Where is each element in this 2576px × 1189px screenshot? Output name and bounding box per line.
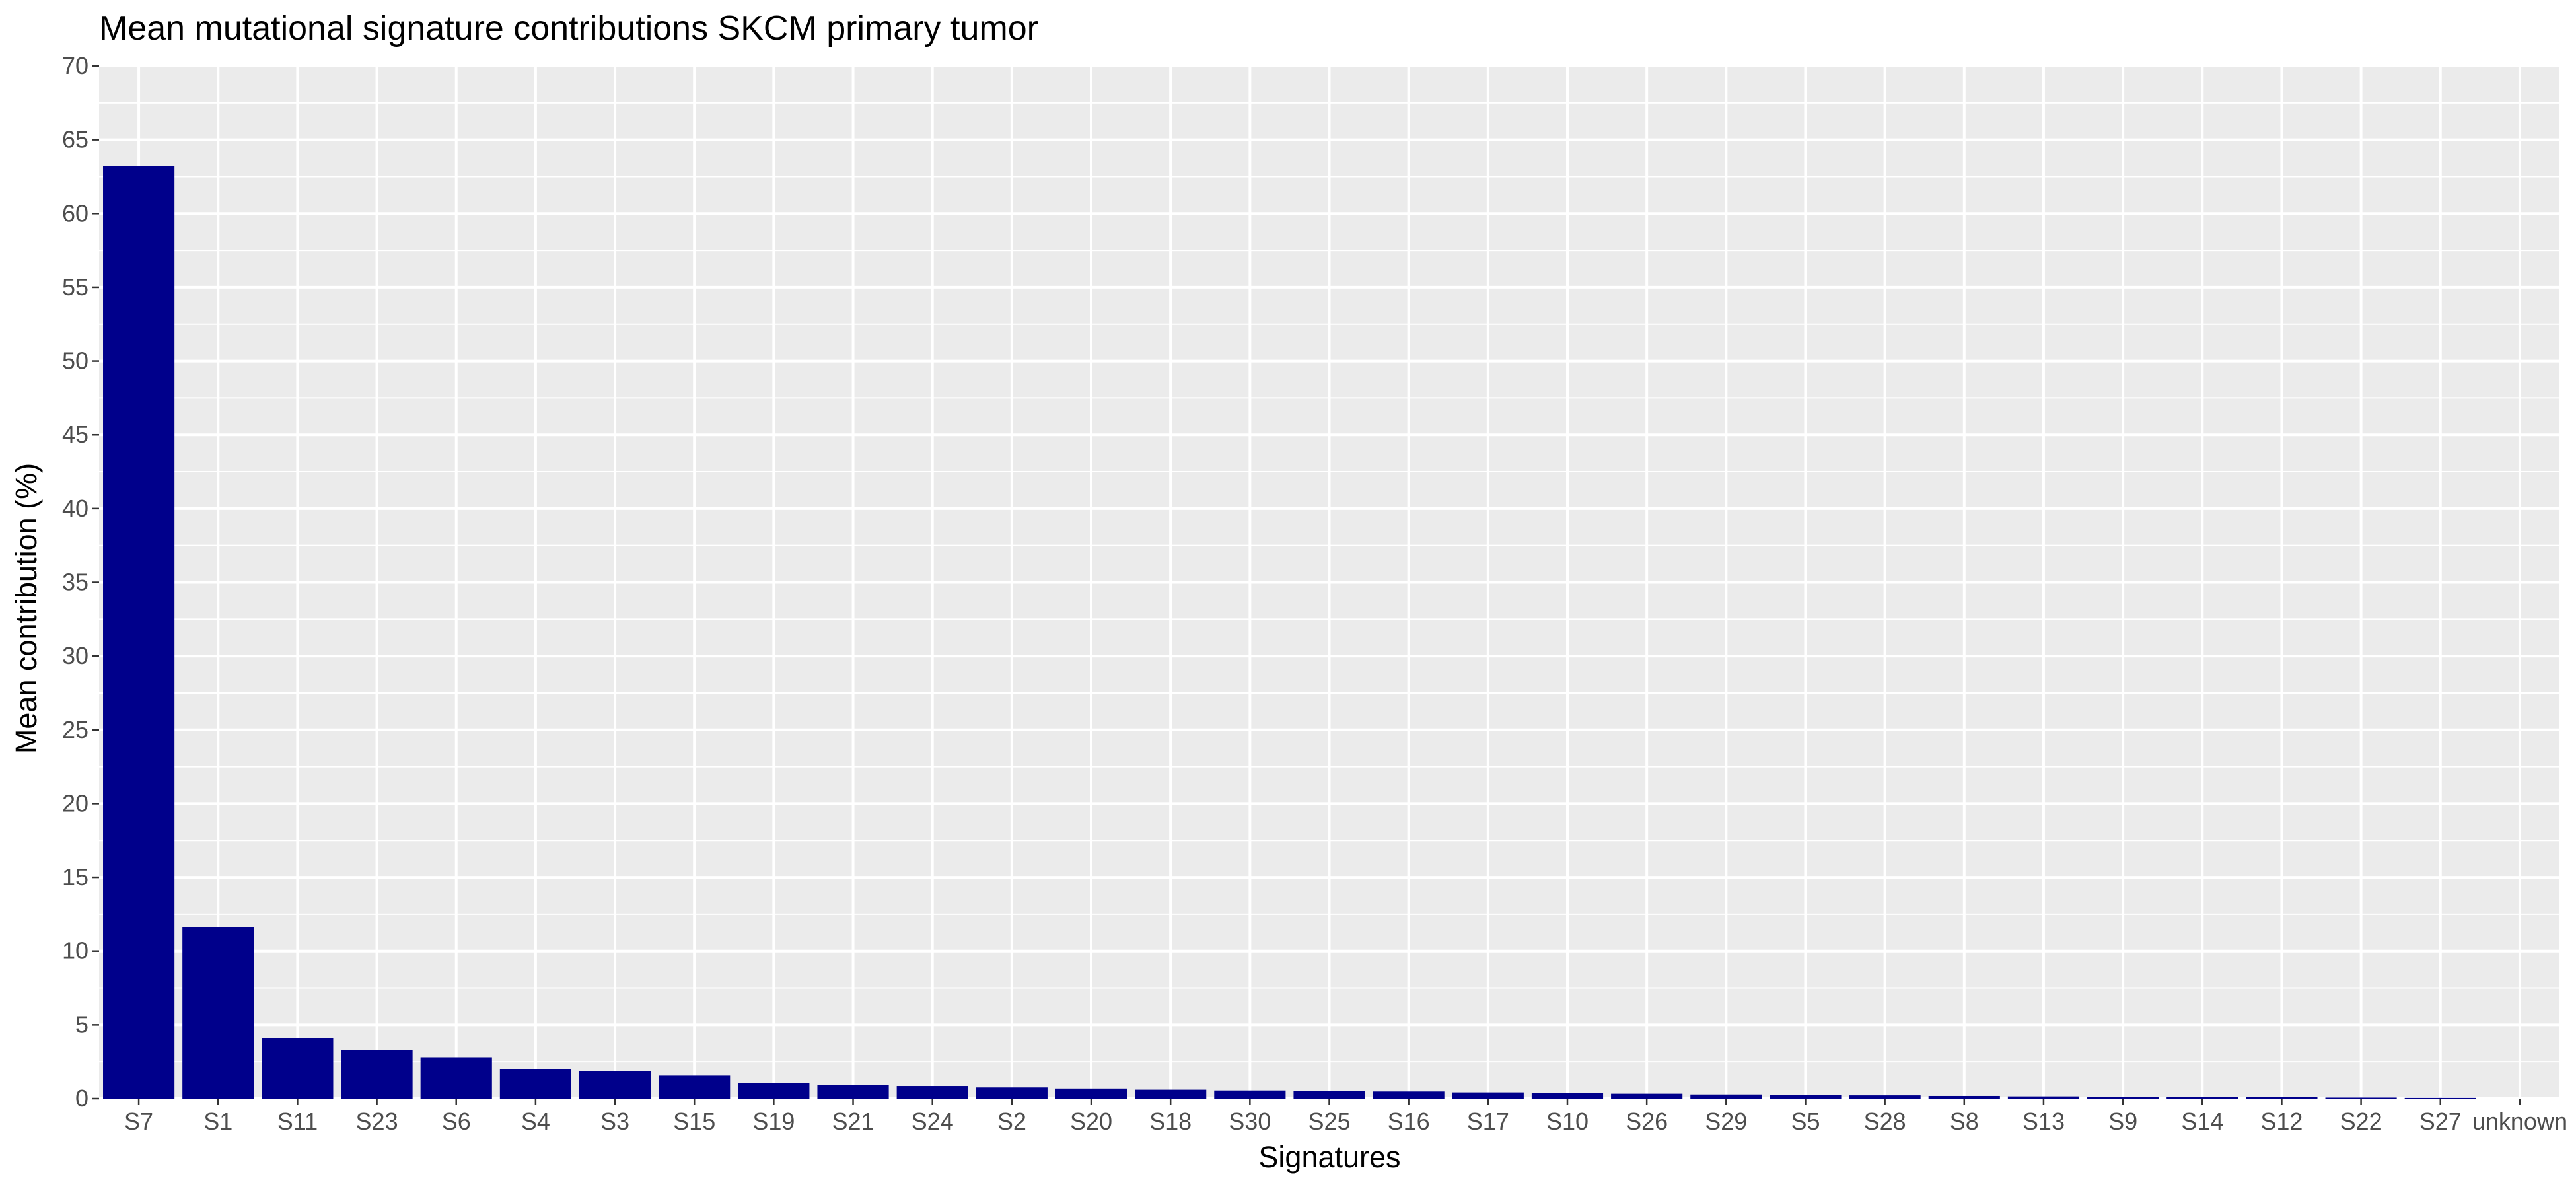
y-tick-label: 10 (62, 937, 89, 964)
x-tick-label: S4 (521, 1108, 550, 1135)
x-tick-label: S1 (203, 1108, 233, 1135)
x-tick-label: S17 (1467, 1108, 1509, 1135)
bar-s18 (1135, 1089, 1207, 1099)
x-tick-label: S2 (997, 1108, 1026, 1135)
x-tick-label: S21 (832, 1108, 875, 1135)
y-tick-label: 25 (62, 716, 89, 743)
bar-s29 (1690, 1094, 1762, 1099)
bar-s20 (1055, 1088, 1127, 1099)
bar-s1 (182, 927, 254, 1099)
x-tick-label: S10 (1546, 1108, 1589, 1135)
y-tick-label: 15 (62, 863, 89, 890)
x-tick-label: S14 (2181, 1108, 2223, 1135)
bar-s26 (1611, 1093, 1683, 1099)
x-tick-label: S15 (673, 1108, 715, 1135)
x-tick-label: S9 (2108, 1108, 2137, 1135)
x-tick-label: S13 (2022, 1108, 2065, 1135)
x-tick-label: unknown (2472, 1108, 2567, 1135)
x-tick-label: S12 (2260, 1108, 2303, 1135)
bar-s9 (2087, 1097, 2159, 1099)
bar-s24 (896, 1086, 968, 1099)
bar-s13 (2007, 1096, 2080, 1099)
bar-s14 (2166, 1097, 2238, 1099)
bar-s5 (1770, 1095, 1842, 1099)
x-tick-label: S5 (1791, 1108, 1820, 1135)
x-tick-label: S23 (356, 1108, 398, 1135)
x-tick-label: S22 (2340, 1108, 2382, 1135)
chart-title: Mean mutational signature contributions … (99, 9, 1038, 48)
x-axis-title: Signatures (1258, 1140, 1400, 1174)
y-tick-label: 70 (62, 52, 89, 79)
x-tick-label: S7 (124, 1108, 153, 1135)
y-tick-label: 30 (62, 642, 89, 669)
bar-s3 (579, 1071, 651, 1099)
y-tick-label: 40 (62, 495, 89, 522)
bar-s16 (1373, 1091, 1445, 1099)
bar-s19 (738, 1083, 810, 1099)
x-tick-label: S19 (752, 1108, 795, 1135)
x-tick-label: S24 (912, 1108, 954, 1135)
bar-s2 (976, 1087, 1048, 1099)
x-tick-label: S30 (1229, 1108, 1271, 1135)
bars (103, 166, 2476, 1099)
x-tick-label: S18 (1149, 1108, 1192, 1135)
x-tick-label: S6 (442, 1108, 471, 1135)
bar-s27 (2404, 1097, 2476, 1099)
y-tick-label: 50 (62, 347, 89, 375)
y-tick-label: 65 (62, 126, 89, 153)
y-axis: 0 5 10 15 20 25 30 35 40 45 50 55 60 65 70 (62, 52, 99, 1112)
bar-s8 (1928, 1095, 2000, 1099)
bar-s21 (817, 1085, 889, 1099)
x-tick-label: S25 (1308, 1108, 1350, 1135)
bar-s10 (1531, 1093, 1604, 1099)
x-tick-label: S20 (1070, 1108, 1112, 1135)
bar-s22 (2325, 1097, 2397, 1099)
bar-s12 (2246, 1097, 2318, 1099)
bar-s15 (659, 1075, 731, 1099)
y-tick-label: 35 (62, 569, 89, 596)
bar-s7 (103, 166, 175, 1099)
x-tick-label: S16 (1388, 1108, 1430, 1135)
y-tick-label: 5 (75, 1011, 89, 1038)
bar-s28 (1849, 1095, 1921, 1099)
bar-s11 (262, 1038, 334, 1099)
y-tick-label: 60 (62, 199, 89, 227)
x-tick-label: S29 (1705, 1108, 1747, 1135)
x-tick-label: S8 (1950, 1108, 1979, 1135)
x-tick-label: S26 (1626, 1108, 1668, 1135)
bar-s17 (1452, 1092, 1524, 1099)
x-axis: S7 S1 S11 S23 S6 S4 S3 S15 S19 S21 S24 S2 S20 S18 S30 S… (124, 1099, 2567, 1135)
y-tick-label: 20 (62, 789, 89, 816)
bar-s23 (341, 1050, 413, 1099)
x-tick-label: S27 (2419, 1108, 2462, 1135)
bar-s30 (1214, 1090, 1286, 1099)
bar-s25 (1293, 1091, 1365, 1099)
x-tick-label: S28 (1864, 1108, 1906, 1135)
y-axis-title: Mean contribution (%) (9, 463, 43, 754)
bar-s6 (420, 1057, 492, 1099)
x-tick-label: S3 (600, 1108, 629, 1135)
y-tick-label: 0 (75, 1085, 89, 1112)
y-tick-label: 55 (62, 273, 89, 301)
y-tick-label: 45 (62, 421, 89, 448)
bar-s4 (499, 1069, 571, 1099)
x-tick-label: S11 (277, 1108, 318, 1135)
